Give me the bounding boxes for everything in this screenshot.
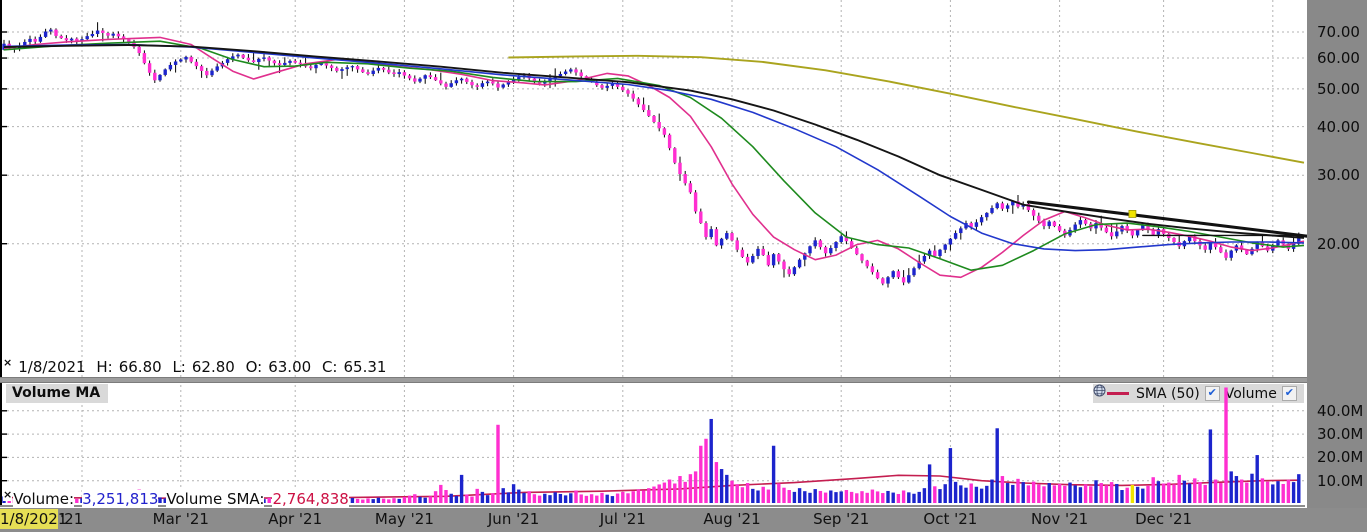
- close-value: 65.31: [343, 358, 387, 376]
- price-tick-label: 50.00: [1317, 79, 1360, 98]
- chart-canvas[interactable]: [0, 0, 1307, 508]
- month-label: Sep '21: [813, 510, 870, 528]
- price-tick-label: 60.00: [1317, 49, 1360, 68]
- high-label: H:: [96, 358, 113, 376]
- close-icon[interactable]: ×: [3, 356, 13, 369]
- crosshair-date-label: 1/8/2021: [0, 509, 68, 529]
- volume-legend[interactable]: SMA (50) ✔ Volume ✔: [1093, 384, 1304, 403]
- low-label: L:: [172, 358, 186, 376]
- ohlc-date: 1/8/2021: [18, 358, 86, 376]
- price-tick-label: 70.00: [1317, 23, 1360, 41]
- month-label: May '21: [374, 510, 434, 528]
- month-label: Dec '21: [1135, 510, 1193, 528]
- globe-icon: [1093, 384, 1106, 397]
- close-icon[interactable]: ×: [3, 488, 13, 501]
- high-value: 66.80: [118, 358, 162, 376]
- ohlc-info-line: × 1/8/2021 H: 66.80 L: 62.80 O: 63.00 C: 65.3…: [3, 356, 392, 377]
- month-label: Jun '21: [487, 510, 540, 528]
- month-label: Apr '21: [268, 510, 323, 528]
- month-label: Aug '21: [703, 510, 761, 528]
- month-label: Oct '21: [923, 510, 978, 528]
- volume-pane-title: Volume MA: [6, 384, 109, 403]
- close-label: C:: [321, 358, 338, 376]
- price-tick-label: 20.00: [1317, 234, 1360, 253]
- month-label: Mar '21: [152, 510, 209, 528]
- open-value: 63.00: [268, 358, 312, 376]
- price-axis[interactable]: 70.00 60.00 50.00 40.00 30.00 20.00 40.0M 30.0M…: [1307, 0, 1367, 508]
- date-axis[interactable]: Dec '21 Nov '21 Oct '21 Sep '21 Aug '21 Jul '…: [0, 508, 1367, 532]
- month-label: Jul '21: [599, 510, 646, 528]
- volume-tick-label: 40.0M: [1317, 401, 1364, 420]
- volume-checkbox[interactable]: ✔: [1281, 386, 1297, 401]
- sma-line-swatch: [1107, 392, 1129, 395]
- volume-tick-label: 30.0M: [1317, 425, 1364, 444]
- pane-separator[interactable]: [0, 377, 1307, 383]
- volume-sma-value: 2,764,838: [272, 490, 349, 508]
- low-value: 62.80: [191, 358, 235, 376]
- price-tick-label: 40.00: [1317, 117, 1360, 136]
- volume-tick-label: 10.0M: [1317, 471, 1364, 490]
- volume-tick-label: 20.0M: [1317, 448, 1364, 467]
- volume-info-line: ×Volume: 3,251,813 Volume SMA: 2,764,838: [3, 488, 349, 508]
- volume-sma-legend-label: SMA (50): [1136, 385, 1200, 402]
- price-tick-label: 30.00: [1317, 166, 1360, 185]
- volume-legend-label: Volume: [1224, 385, 1277, 402]
- sma-checkbox[interactable]: ✔: [1204, 386, 1220, 401]
- month-label: Nov '21: [1030, 510, 1089, 528]
- volume-label: Volume:: [13, 490, 75, 508]
- volume-value: 3,251,813: [82, 490, 159, 508]
- open-label: O:: [245, 358, 263, 376]
- volume-sma-label: Volume SMA:: [166, 490, 265, 508]
